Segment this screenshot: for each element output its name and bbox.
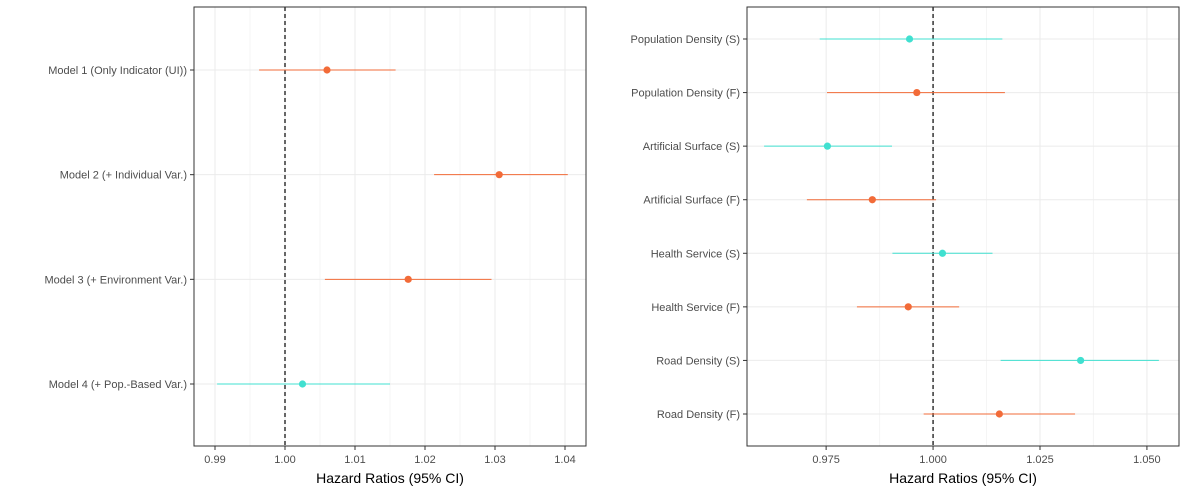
point-estimate	[823, 142, 832, 150]
x-tick-label: 0.99	[204, 454, 225, 466]
point-estimate	[298, 380, 307, 388]
point-estimate	[404, 275, 412, 283]
point-estimate	[913, 88, 921, 97]
point-estimate	[938, 249, 947, 257]
panel-border	[193, 6, 587, 447]
y-tick-label: Model 2 (+ Individual Var.)	[60, 170, 187, 182]
panel-border	[746, 6, 1180, 447]
y-tick-label: Artificial Surface (F)	[643, 195, 740, 207]
x-tick-label: 1.03	[484, 454, 505, 466]
y-tick-label: Road Density (S)	[656, 355, 740, 367]
point-estimate	[868, 196, 876, 204]
panel-background	[747, 7, 1179, 446]
x-tick-label: 1.050	[1133, 454, 1161, 466]
x-tick-label: 1.025	[1026, 454, 1054, 466]
point-estimate	[905, 35, 914, 43]
right-forest-panel: Population Density (S) Population Density…	[631, 6, 1180, 486]
x-axis-title: Hazard Ratios (95% CI)	[316, 470, 464, 486]
y-tick-label: Model 1 (Only Indicator (UI))	[48, 65, 187, 77]
x-tick-label: 0.975	[812, 454, 840, 466]
point-estimate	[1077, 356, 1085, 365]
y-tick-label: Population Density (S)	[631, 34, 740, 46]
y-tick-label: Model 3 (+ Environment Var.)	[44, 274, 187, 286]
y-tick-label: Health Service (S)	[651, 248, 740, 260]
x-axis-title: Hazard Ratios (95% CI)	[889, 470, 1037, 486]
point-estimate	[904, 303, 912, 311]
x-tick-label: 1.01	[344, 454, 365, 466]
x-tick-label: 1.04	[554, 454, 575, 466]
left-forest-panel: Model 1 (Only Indicator (UI)) Model 2 (+ …	[44, 6, 587, 486]
y-tick-label: Model 4 (+ Pop.-Based Var.)	[49, 379, 187, 391]
x-tick-label: 1.000	[919, 454, 947, 466]
x-tick-label: 1.00	[274, 454, 295, 466]
x-tick-label: 1.02	[414, 454, 435, 466]
y-tick-label: Health Service (F)	[651, 302, 740, 314]
y-tick-label: Population Density (F)	[631, 88, 740, 100]
point-estimate	[495, 171, 503, 179]
point-estimate	[323, 66, 331, 74]
point-estimate	[995, 410, 1003, 418]
y-tick-label: Artificial Surface (S)	[643, 141, 740, 153]
y-tick-label: Road Density (F)	[657, 409, 740, 421]
